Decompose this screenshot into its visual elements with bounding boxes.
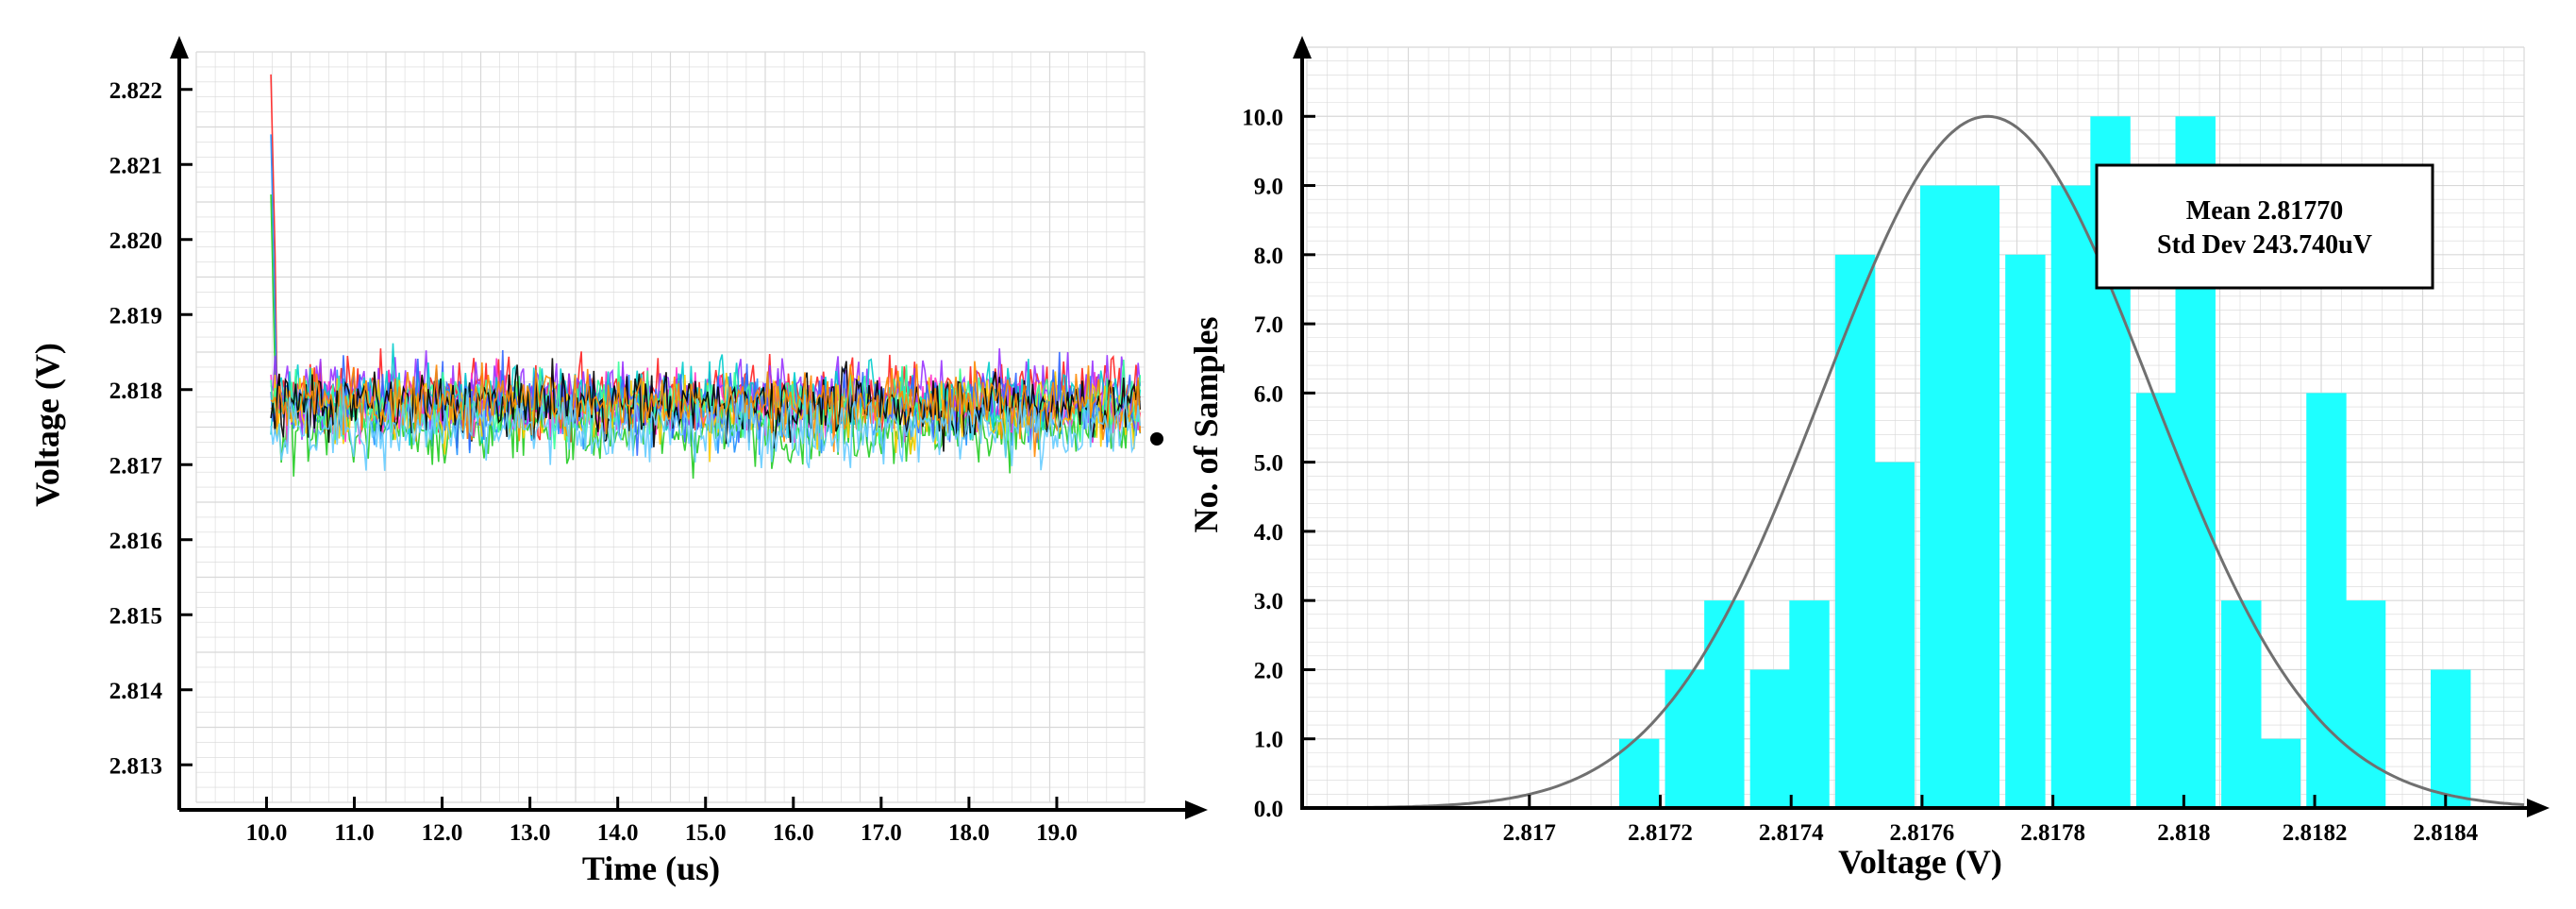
histogram-bar — [2221, 600, 2262, 808]
left-y-tick-label: 2.815 — [109, 603, 162, 629]
right-y-tick-label: 5.0 — [1254, 451, 1283, 477]
left-x-tick-label: 12.0 — [422, 820, 463, 846]
left-traces — [270, 74, 1142, 480]
right-y-tick-label: 4.0 — [1254, 520, 1283, 546]
left-x-tick-label: 17.0 — [861, 820, 902, 846]
histogram-bar — [1959, 185, 2000, 808]
right-x-tick-label: 2.8182 — [2283, 820, 2348, 846]
left-x-tick-label: 18.0 — [948, 820, 990, 846]
left-y-tick-label: 2.817 — [109, 453, 162, 479]
histogram-bar — [1920, 185, 1961, 808]
histogram-bar — [1874, 462, 1915, 808]
right-ticks: 0.01.02.03.04.05.06.07.08.09.010.02.817 2… — [1242, 105, 2478, 846]
stats-legend-box: Mean 2.81770 Std Dev 243.740uV — [2095, 163, 2434, 290]
left-y-tick-label: 2.813 — [109, 753, 162, 779]
stats-std-dev: Std Dev 243.740uV — [2157, 230, 2372, 260]
histogram-bar — [1834, 254, 1876, 808]
left-axes — [170, 36, 1208, 819]
histogram-bar — [1704, 600, 1745, 808]
left-y-tick-label: 2.818 — [109, 379, 162, 404]
left-y-tick-label: 2.821 — [109, 153, 162, 178]
left-y-tick-label: 2.814 — [109, 679, 163, 704]
voltage-trace — [270, 358, 1142, 452]
right-x-tick-label: 2.817 — [1503, 820, 1556, 846]
left-x-tick-label: 15.0 — [685, 820, 727, 846]
right-x-tick-label: 2.8178 — [2020, 820, 2085, 846]
histogram-bar — [1749, 669, 1791, 808]
left-ticks: 2.813 2.814 2.815 2.816 2.817 2.818 2.819 2.820… — [109, 78, 1078, 846]
histogram-bar — [1618, 738, 1660, 808]
left-x-tick-label: 11.0 — [334, 820, 374, 846]
right-y-tick-label: 3.0 — [1254, 589, 1283, 614]
stats-box-frame — [2095, 163, 2434, 290]
right-y-tick-label: 7.0 — [1254, 312, 1283, 338]
voltage-trace — [270, 361, 1142, 458]
left-y-tick-label: 2.816 — [109, 529, 162, 554]
right-y-tick-label: 2.0 — [1254, 658, 1283, 683]
left-y-tick-label: 2.822 — [109, 78, 162, 104]
histogram-bar — [1664, 669, 1705, 808]
right-x-tick-label: 2.8172 — [1628, 820, 1693, 846]
left-x-tick-label: 10.0 — [246, 820, 288, 846]
right-y-tick-label: 9.0 — [1254, 175, 1283, 200]
left-x-tick-label: 13.0 — [510, 820, 551, 846]
right-x-axis-label: Voltage (V) — [1838, 843, 2002, 881]
time-domain-chart: 2.813 2.814 2.815 2.816 2.817 2.818 2.819 2.820… — [28, 36, 1208, 887]
right-y-axis-label: No. of Samples — [1187, 316, 1225, 532]
stats-mean: Mean 2.81770 — [2186, 196, 2343, 226]
histogram-bar — [2135, 393, 2177, 808]
left-y-tick-label: 2.820 — [109, 228, 162, 254]
histogram-bar — [2260, 738, 2301, 808]
histogram-bar — [2430, 669, 2471, 808]
histogram-bar — [2306, 393, 2347, 808]
left-y-tick-label: 2.819 — [109, 303, 162, 328]
right-y-tick-label: 1.0 — [1254, 728, 1283, 753]
right-y-tick-label: 6.0 — [1254, 381, 1283, 407]
left-x-axis-arrow-icon — [1185, 800, 1208, 819]
gaussian-fit-curve — [1307, 114, 2525, 810]
left-x-tick-label: 16.0 — [773, 820, 814, 846]
histogram-bar — [2005, 254, 2046, 808]
left-y-axis-arrow-icon — [170, 36, 189, 59]
histogram-chart: 0.01.02.03.04.05.06.07.08.09.010.02.817 2… — [1187, 36, 2550, 881]
voltage-trace — [270, 386, 1142, 471]
voltage-trace — [270, 367, 1141, 463]
left-x-tick-label: 14.0 — [597, 820, 639, 846]
left-grid — [195, 51, 1146, 803]
right-x-tick-label: 2.8176 — [1890, 820, 1955, 846]
right-y-tick-label: 0.0 — [1254, 797, 1283, 822]
right-x-tick-label: 2.818 — [2157, 820, 2210, 846]
right-x-tick-label: 2.8184 — [2413, 820, 2478, 846]
histogram-bar — [1789, 600, 1830, 808]
right-y-axis-arrow-icon — [1293, 36, 1312, 59]
right-y-tick-label: 10.0 — [1242, 105, 1283, 130]
right-x-axis-arrow-icon — [2527, 799, 2550, 817]
histogram-bar — [2050, 185, 2092, 808]
trace-end-marker — [1150, 432, 1163, 446]
histogram-bars — [1618, 116, 2471, 809]
right-x-tick-label: 2.8174 — [1759, 820, 1824, 846]
left-x-axis-label: Time (us) — [582, 850, 720, 887]
right-y-tick-label: 8.0 — [1254, 244, 1283, 269]
histogram-bar — [2345, 600, 2386, 808]
left-y-axis-label: Voltage (V) — [28, 343, 66, 507]
left-x-tick-label: 19.0 — [1036, 820, 1078, 846]
